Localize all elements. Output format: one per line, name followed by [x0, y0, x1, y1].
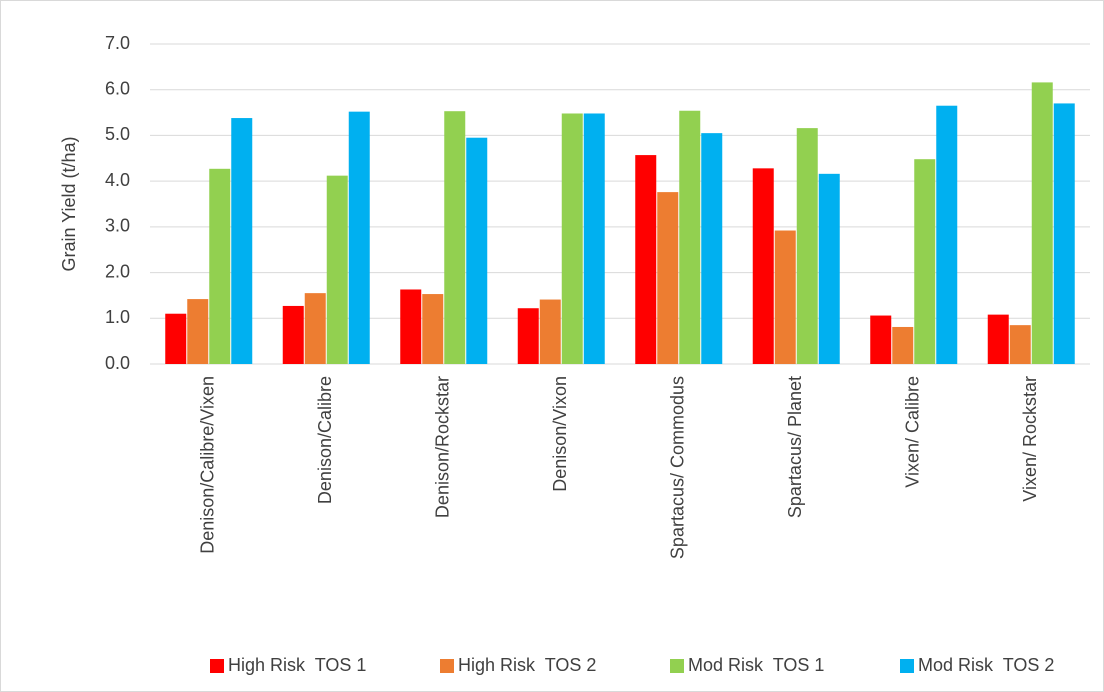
y-tick-label: 6.0: [105, 78, 130, 98]
bar: [422, 294, 444, 364]
y-axis-title: Grain Yield (t/ha): [59, 136, 79, 271]
bar: [209, 168, 231, 364]
bar: [1053, 103, 1075, 364]
bar: [701, 133, 723, 364]
x-tick-label: Denison/Calibre/Vixen: [198, 376, 218, 554]
y-tick-label: 5.0: [105, 124, 130, 144]
x-tick-label: Vixen/ Calibre: [903, 376, 923, 488]
x-tick-label: Denison/Rockstar: [433, 376, 453, 518]
legend-label: Mod Risk TOS 2: [918, 655, 1054, 675]
legend-label: High Risk TOS 2: [458, 655, 596, 675]
bar: [539, 299, 561, 364]
y-tick-label: 2.0: [105, 261, 130, 281]
bar: [870, 315, 892, 364]
y-tick-label: 4.0: [105, 170, 130, 190]
bar: [282, 305, 304, 364]
bar: [583, 113, 605, 364]
bar: [1031, 82, 1053, 365]
bar: [400, 289, 422, 364]
bar: [466, 137, 488, 364]
bar: [517, 308, 539, 364]
bar: [679, 110, 701, 364]
bar: [1009, 325, 1031, 364]
bar: [231, 118, 253, 364]
bar: [987, 314, 1009, 364]
x-tick-label: Spartacus/ Commodus: [668, 376, 688, 559]
legend-swatch: [440, 659, 454, 673]
bar: [774, 230, 796, 364]
y-tick-label: 3.0: [105, 216, 130, 236]
y-tick-label: 1.0: [105, 307, 130, 327]
bar: [165, 313, 187, 364]
x-tick-label: Denison/Calibre: [315, 376, 335, 504]
x-tick-label: Denison/Vixon: [550, 376, 570, 492]
bar: [914, 159, 936, 364]
bar: [752, 168, 774, 364]
bar: [657, 192, 679, 364]
bar: [796, 128, 818, 364]
legend-swatch: [670, 659, 684, 673]
bar: [561, 113, 583, 364]
x-tick-label: Vixen/ Rockstar: [1020, 376, 1040, 502]
bar: [304, 293, 326, 364]
legend-label: High Risk TOS 1: [228, 655, 366, 675]
legend-swatch: [210, 659, 224, 673]
x-tick-label: Spartacus/ Planet: [785, 376, 805, 518]
bar: [936, 105, 958, 364]
legend-label: Mod Risk TOS 1: [688, 655, 824, 675]
bar: [635, 155, 657, 364]
bar: [326, 175, 348, 364]
bar: [818, 173, 840, 364]
bar: [444, 111, 466, 364]
bar: [348, 111, 370, 365]
legend-swatch: [900, 659, 914, 673]
bar: [892, 326, 914, 364]
bar: [187, 299, 209, 364]
y-tick-label: 0.0: [105, 353, 130, 373]
y-tick-label: 7.0: [105, 33, 130, 53]
